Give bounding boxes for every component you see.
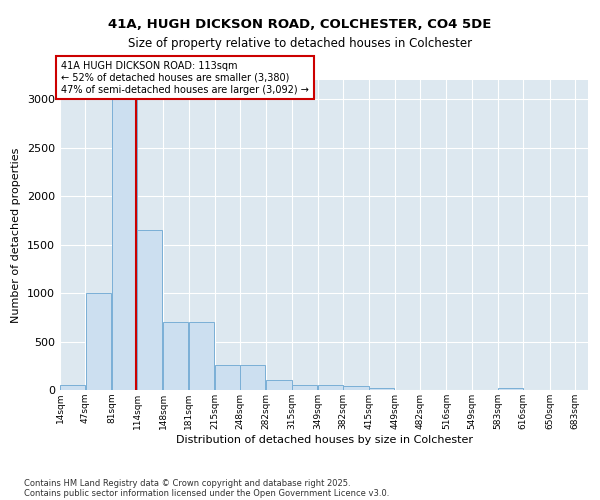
X-axis label: Distribution of detached houses by size in Colchester: Distribution of detached houses by size … (176, 434, 473, 444)
Bar (343, 386, 368, 390)
Bar (112, 100, 137, 390)
Bar (240, 365, 265, 390)
Bar (498, 388, 523, 390)
Text: 41A HUGH DICKSON ROAD: 113sqm
← 52% of detached houses are smaller (3,380)
47% o: 41A HUGH DICKSON ROAD: 113sqm ← 52% of d… (61, 62, 308, 94)
Text: Size of property relative to detached houses in Colchester: Size of property relative to detached ho… (128, 38, 472, 51)
Text: Contains HM Land Registry data © Crown copyright and database right 2025.: Contains HM Land Registry data © Crown c… (24, 478, 350, 488)
Bar (318, 385, 343, 390)
Bar (266, 380, 292, 390)
Bar (137, 230, 162, 390)
Bar (215, 365, 240, 390)
Y-axis label: Number of detached properties: Number of detached properties (11, 148, 22, 322)
Bar (292, 385, 317, 390)
Text: Contains public sector information licensed under the Open Government Licence v3: Contains public sector information licen… (24, 488, 389, 498)
Bar (188, 322, 214, 390)
Bar (163, 322, 188, 390)
Bar (369, 388, 394, 390)
Bar (60, 384, 85, 390)
Bar (86, 293, 110, 390)
Text: 41A, HUGH DICKSON ROAD, COLCHESTER, CO4 5DE: 41A, HUGH DICKSON ROAD, COLCHESTER, CO4 … (109, 18, 491, 30)
